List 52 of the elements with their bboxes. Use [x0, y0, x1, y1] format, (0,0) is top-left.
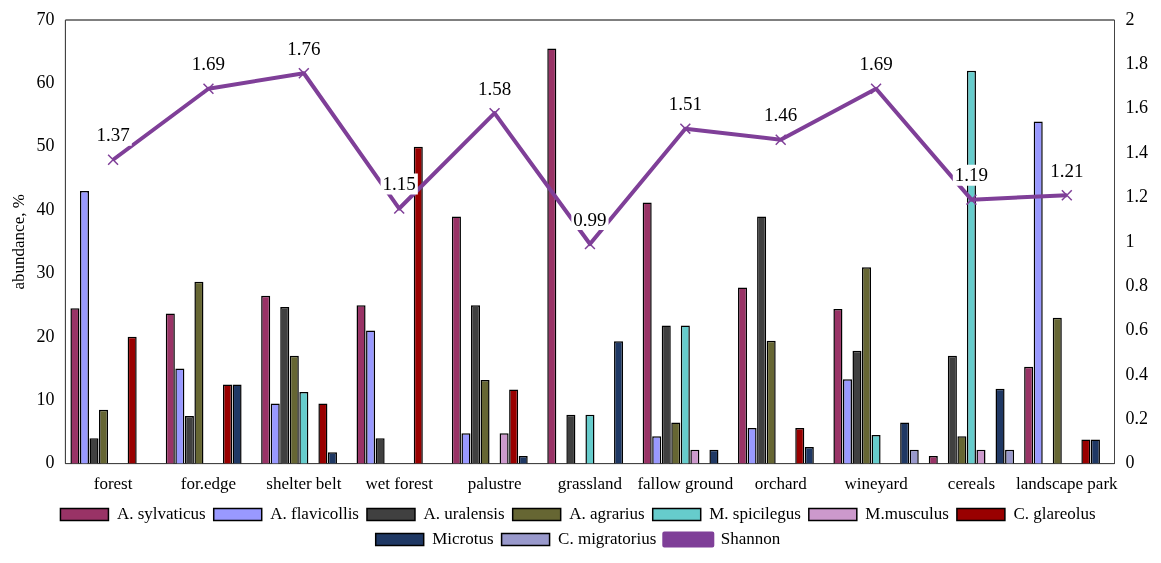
data-label: 1.76	[287, 37, 321, 59]
data-label: 1.21	[1050, 159, 1084, 181]
legend-label: A. flavicollis	[270, 503, 359, 523]
data-label: 1.51	[668, 93, 702, 115]
y2-tick-label: 1.8	[1125, 53, 1148, 74]
x-tick-label: wineyard	[844, 474, 909, 494]
y-tick-label: 60	[36, 72, 55, 93]
legend-label: A. sylvaticus	[116, 503, 206, 523]
x-tick-label: forest	[93, 474, 133, 494]
data-label: 1.69	[191, 53, 226, 75]
data-label: 1.15	[382, 173, 416, 195]
data-label: 0.99	[573, 208, 607, 230]
legend-label: M. spicilegus	[709, 503, 801, 523]
y2-tick-label: 0.2	[1125, 407, 1148, 428]
data-label: 1.37	[96, 124, 130, 146]
x-tick-label: fallow ground	[637, 474, 734, 494]
legend-label: Microtus	[432, 528, 494, 548]
legend-label: Shannon	[720, 528, 781, 548]
y-tick-label: 10	[36, 388, 55, 409]
y-tick-label: 70	[36, 8, 55, 29]
x-tick-label: wet forest	[365, 474, 434, 494]
y2-tick-label: 1.6	[1125, 97, 1148, 118]
y2-tick-label: 0.4	[1125, 363, 1148, 384]
legend-label: A. uralensis	[423, 503, 505, 523]
y-tick-label: 0	[45, 452, 55, 473]
y-tick-label: 50	[36, 135, 55, 156]
x-tick-label: grassland	[557, 474, 623, 494]
y2-tick-label: 0.6	[1125, 319, 1148, 340]
y-tick-label: 30	[36, 262, 55, 283]
y2-tick-label: 0.8	[1125, 274, 1148, 295]
y2-tick-label: 1.2	[1125, 186, 1148, 207]
x-tick-label: cereals	[947, 474, 996, 494]
y-tick-label: 40	[36, 198, 55, 219]
x-tick-label: landscape park	[1016, 474, 1119, 494]
x-tick-label: for.edge	[180, 474, 237, 494]
x-tick-label: orchard	[754, 474, 808, 494]
y-axis-title: abundance, %	[8, 194, 28, 290]
legend-label: C. migratorius	[558, 528, 657, 548]
legend-label: M.musculus	[865, 503, 949, 523]
y2-tick-label: 1	[1125, 230, 1135, 251]
data-label: 1.58	[477, 77, 512, 99]
y-tick-label: 20	[36, 325, 55, 346]
data-label: 1.19	[954, 164, 989, 186]
data-label: 1.46	[764, 104, 798, 126]
y2-tick-label: 2	[1125, 8, 1135, 29]
data-label: 1.69	[859, 53, 893, 75]
y2-tick-label: 0	[1125, 452, 1135, 473]
x-tick-label: palustre	[467, 474, 522, 494]
x-tick-label: shelter belt	[266, 474, 342, 494]
legend-label: A. agrarius	[569, 503, 645, 523]
legend-label: C. glareolus	[1013, 503, 1096, 523]
y2-tick-label: 1.4	[1125, 141, 1148, 162]
